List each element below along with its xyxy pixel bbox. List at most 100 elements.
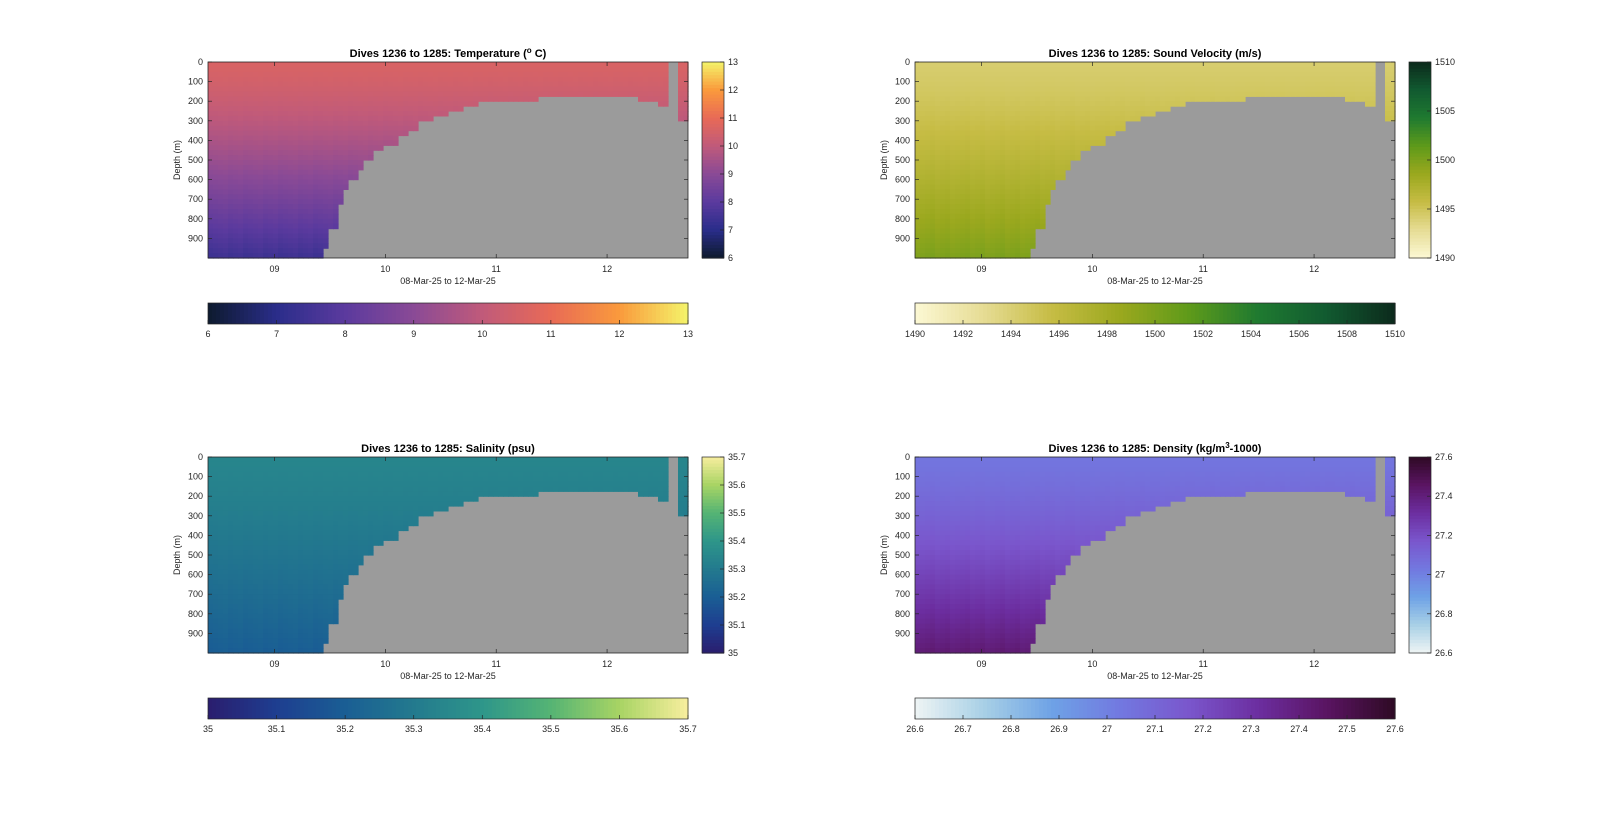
heatmap-cell [393,91,399,97]
heatmap-cell [995,218,1001,225]
heatmap-cell [288,569,294,576]
heatmap-cell [208,243,214,249]
heatmap-cell [288,589,294,595]
heatmap-cell [925,164,931,171]
heatmap-cell [273,466,279,473]
colorbar-swatch [702,248,724,253]
heatmap-cell [1075,115,1081,122]
heatmap-cell [248,86,254,92]
heatmap-cell [683,111,689,117]
heatmap-cell [213,115,219,122]
heatmap-cell [258,150,264,156]
heatmap-cell [985,243,991,249]
heatmap-cell [448,76,454,83]
heatmap-cell [1035,115,1041,122]
heatmap-cell [1005,248,1011,254]
heatmap-cell [940,66,946,73]
heatmap-cell [1025,189,1031,195]
heatmap-cell [273,115,279,122]
heatmap-cell [243,155,249,161]
heatmap-cell [1320,71,1326,78]
heatmap-cell [553,86,559,92]
heatmap-cell [1040,101,1046,107]
heatmap-cell [1360,71,1366,78]
heatmap-cell [1025,120,1031,127]
heatmap-cell [293,643,299,649]
heatmap-cell [1055,96,1061,102]
heatmap-cell [278,510,284,517]
heatmap-cell [223,628,229,634]
heatmap-cell [1020,243,1026,249]
colorbar-swatch [1211,303,1216,324]
heatmap-cell [223,466,229,473]
heatmap-cell [1030,199,1036,205]
heatmap-cell [248,501,254,507]
heatmap-cell [288,145,294,151]
heatmap-cell [1160,71,1166,78]
heatmap-cell [1025,96,1031,102]
heatmap-cell [1120,125,1126,132]
heatmap-cell [985,218,991,225]
colorbar-swatch [983,303,988,324]
colorbar-swatch [212,303,217,324]
heatmap-cell [1095,66,1101,73]
heatmap-cell [1030,145,1036,151]
heatmap-cell [223,457,229,463]
heatmap-cell [678,106,684,112]
heatmap-cell [1020,164,1026,171]
heatmap-cell [213,608,219,615]
heatmap-cell [218,618,224,625]
heatmap-cell [308,233,314,239]
heatmap-cell [258,608,264,615]
heatmap-cell [248,584,254,590]
heatmap-cell [1030,86,1036,92]
heatmap-cell [985,140,991,146]
heatmap-cell [1310,86,1316,92]
heatmap-cell [920,238,926,244]
heatmap-cell [1095,135,1101,141]
heatmap-cell [1155,81,1161,88]
heatmap-cell [483,66,489,73]
heatmap-cell [228,160,234,166]
heatmap-cell [368,125,374,132]
heatmap-cell [243,209,249,215]
heatmap-cell [1110,71,1116,78]
colorbar-swatch [1409,146,1431,151]
heatmap-cell [995,125,1001,132]
heatmap-cell [1010,209,1016,215]
heatmap-cell [388,115,394,122]
heatmap-cell [263,248,269,254]
colorbar-swatch [416,303,421,324]
heatmap-cell [955,120,961,127]
heatmap-cell [278,150,284,156]
heatmap-cell [1000,174,1006,181]
heatmap-cell [313,96,319,102]
heatmap-cell [273,648,279,654]
heatmap-cell [613,71,619,78]
colorbar-tick-label: 1508 [1337,329,1357,339]
heatmap-cell [925,111,931,117]
heatmap-cell [1035,209,1041,215]
heatmap-cell [263,160,269,166]
heatmap-cell [1180,62,1186,68]
heatmap-cell [1390,86,1396,92]
heatmap-cell [1250,86,1256,92]
heatmap-cell [568,91,574,97]
heatmap-cell [578,91,584,97]
heatmap-cell [258,486,264,492]
heatmap-cell [368,101,374,107]
heatmap-cell [935,209,941,215]
heatmap-cell [313,253,319,259]
colorbar-swatch [1391,303,1396,324]
heatmap-cell [263,150,269,156]
heatmap-cell [298,618,304,625]
heatmap-cell [283,584,289,590]
heatmap-cell [1145,101,1151,107]
colorbar-swatch [702,176,724,181]
heatmap-cell [1335,66,1341,73]
heatmap-cell [1095,96,1101,102]
heatmap-cell [920,150,926,156]
heatmap-cell [368,91,374,97]
heatmap-cell [348,140,354,146]
colorbar-swatch [496,303,501,324]
